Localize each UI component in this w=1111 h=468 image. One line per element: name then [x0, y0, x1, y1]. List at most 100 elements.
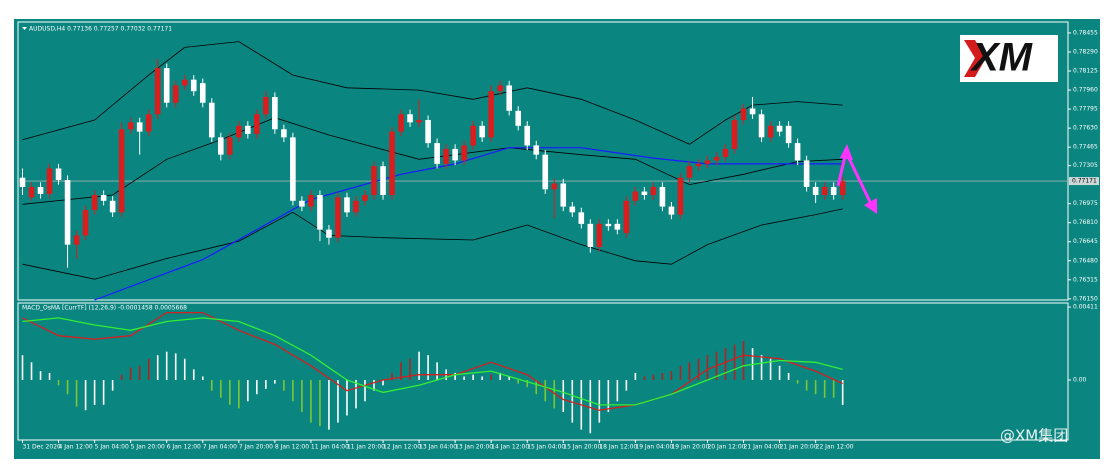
candle-body — [767, 125, 774, 138]
x-tick-label: 6 Jan 12:00 — [167, 444, 201, 451]
candle-body — [272, 96, 278, 130]
background — [14, 19, 1100, 459]
candle-body — [290, 137, 296, 201]
candle-body — [236, 125, 242, 138]
candle-body — [245, 125, 251, 134]
candle-body — [362, 195, 368, 201]
price-pane-frame — [17, 21, 1069, 301]
candle-body — [704, 160, 711, 164]
candle-body — [497, 85, 503, 92]
candle-body — [317, 195, 323, 230]
candle-body — [217, 137, 224, 155]
x-tick-label: 18 Jan 12:00 — [599, 444, 637, 451]
y-tick-label: 0.76480 — [1073, 257, 1098, 264]
candle-body — [515, 110, 522, 126]
candle-body — [488, 91, 494, 138]
candle-body — [91, 195, 98, 211]
macd-title: MACD_OsMA [CurrTF] (12,26,9) -0.0001458 … — [22, 305, 187, 312]
x-tick-label: 14 Jan 12:00 — [491, 444, 529, 451]
y-tick-label: 0.76810 — [1073, 219, 1098, 226]
x-tick-label: 7 Jan 20:00 — [239, 444, 273, 451]
candle-body — [46, 168, 53, 194]
candle-body — [461, 145, 467, 161]
candle-body — [533, 145, 540, 155]
logo-mark — [964, 40, 986, 77]
candle-body — [263, 96, 269, 115]
candle-body — [434, 143, 440, 164]
candle-body — [641, 191, 648, 196]
y-tick-label: 0.77305 — [1073, 162, 1098, 169]
macd-line — [22, 311, 843, 411]
candle-body — [587, 223, 594, 247]
candle-body — [650, 186, 657, 196]
candle-body — [281, 129, 287, 138]
y-tick-label: 0.76645 — [1073, 238, 1098, 245]
candle-body — [407, 114, 413, 123]
logo: XM — [960, 35, 1058, 82]
candle-body — [668, 206, 675, 215]
arrow-head — [864, 198, 877, 214]
y-tick-label: 0.00411 — [1073, 304, 1098, 311]
y-tick-label: 0.76150 — [1073, 295, 1098, 302]
candle-body — [371, 166, 377, 196]
candle-body — [380, 166, 386, 196]
x-tick-label: 20 Jan 12:00 — [707, 444, 745, 451]
candle-body — [109, 200, 116, 213]
candle-body — [623, 200, 630, 234]
x-tick-label: 22 Jan 12:00 — [816, 444, 854, 451]
x-tick-label: 31 Dec 2020 — [23, 444, 62, 451]
candle-body — [172, 85, 179, 103]
candle-body — [722, 148, 729, 157]
candle-body — [542, 154, 549, 190]
y-tick-label: 0.77465 — [1073, 144, 1098, 151]
candle-body — [118, 129, 125, 213]
candle-body — [695, 163, 702, 167]
y-tick-label: 0.00 — [1073, 377, 1087, 384]
x-tick-label: 5 Jan 04:00 — [95, 444, 129, 451]
candle-body — [614, 223, 621, 230]
candle-body — [199, 83, 206, 103]
candle-body — [353, 200, 359, 213]
x-tick-label: 21 Jan 20:00 — [780, 444, 818, 451]
candle-body — [326, 229, 332, 238]
x-tick-label: 4 Jan 12:00 — [59, 444, 93, 451]
indicator-line — [22, 208, 843, 280]
candle-body — [308, 195, 314, 207]
y-tick-label: 0.76315 — [1073, 276, 1098, 283]
candle-body — [190, 79, 197, 92]
last-price-label: 0.77171 — [1072, 178, 1097, 185]
candle-body — [335, 197, 341, 238]
candle-body — [794, 143, 801, 161]
chart-title: AUDUSD,H4 0.77136 0.77257 0.77032 0.7717… — [29, 26, 172, 33]
candle-body — [127, 122, 134, 130]
candle-body — [578, 212, 585, 224]
candle-body — [55, 168, 62, 181]
watermark: @XM集团 — [1000, 427, 1068, 445]
candle-body — [470, 125, 476, 146]
candle-body — [785, 125, 792, 144]
macd-pane-frame — [17, 302, 1069, 441]
forecast-arrows — [836, 144, 877, 214]
y-tick-label: 0.77960 — [1073, 87, 1098, 94]
candle-body — [803, 160, 810, 187]
candle-body — [776, 125, 783, 132]
candle-body — [73, 235, 80, 245]
logo-text: XM — [970, 36, 1034, 80]
x-tick-label: 15 Jan 04:00 — [527, 444, 565, 451]
macd-line — [22, 317, 843, 406]
candle-body — [344, 197, 350, 213]
candle-body — [299, 200, 305, 207]
candle-body — [596, 223, 603, 247]
candle-body — [19, 177, 26, 187]
x-tick-label: 11 Jan 04:00 — [311, 444, 349, 451]
candle-body — [569, 206, 576, 213]
x-tick-label: 8 Jan 12:00 — [275, 444, 309, 451]
y-tick-label: 0.78455 — [1073, 29, 1098, 36]
candle-body — [677, 177, 684, 215]
x-tick-label: 19 Jan 04:00 — [635, 444, 673, 451]
x-tick-label: 21 Jan 04:00 — [744, 444, 782, 451]
x-tick-label: 7 Jan 04:00 — [203, 444, 237, 451]
candle-body — [254, 114, 260, 134]
x-tick-label: 11 Jan 20:00 — [347, 444, 385, 451]
